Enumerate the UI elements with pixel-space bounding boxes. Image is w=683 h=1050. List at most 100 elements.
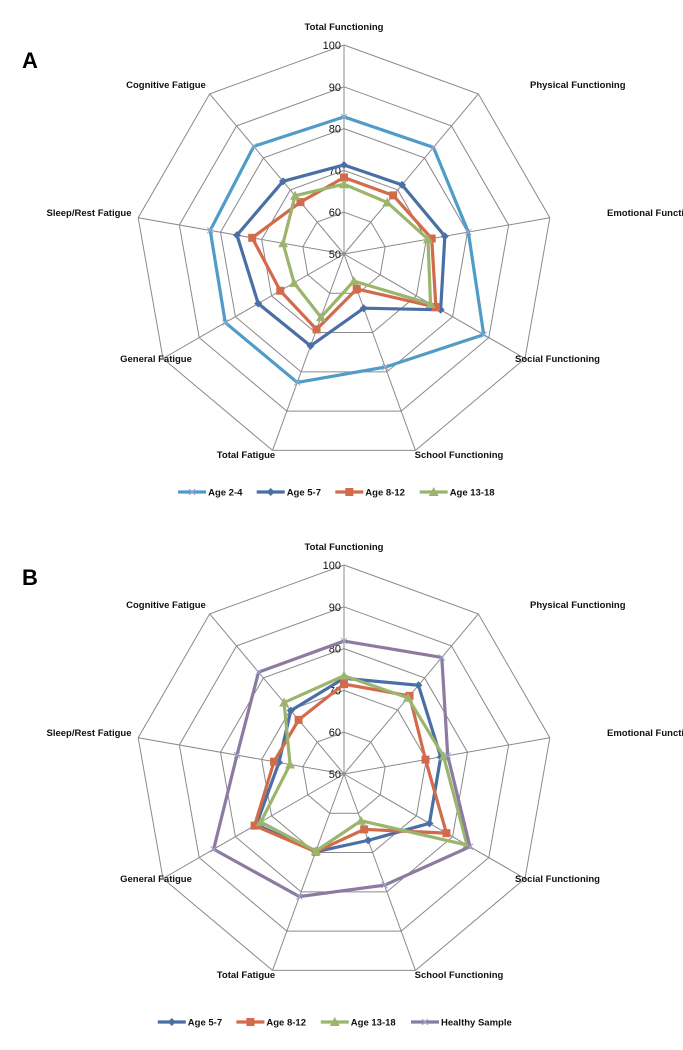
series-line	[208, 115, 486, 385]
legend-label: Age 5-7	[287, 488, 321, 499]
data-point	[444, 752, 452, 760]
data-point	[310, 845, 321, 855]
axis-label: Physical Functioning	[530, 80, 626, 91]
grid-ring	[261, 689, 427, 854]
radar-chart-a: A Total Functioning Physical Functioning Em…	[22, 22, 683, 499]
data-point	[250, 143, 258, 150]
axis-label: Sleep/Rest Fatigue	[47, 208, 132, 219]
data-point	[425, 819, 434, 828]
axis-label: Social Functioning	[515, 354, 600, 365]
legend-item: Age 5-7	[256, 488, 321, 499]
axis-spoke	[343, 773, 526, 879]
data-point	[233, 751, 241, 759]
axis-spoke	[272, 253, 345, 451]
axis-label: Total Functioning	[305, 542, 384, 553]
legend-label: Age 8-12	[266, 1018, 306, 1029]
legend-label: Healthy Sample	[441, 1018, 512, 1029]
legend-label: Age 5-7	[188, 1018, 222, 1029]
data-point	[421, 755, 430, 764]
data-point	[364, 836, 373, 845]
axis-spoke	[138, 217, 345, 255]
tick-label: 100	[323, 40, 341, 52]
panel-label: A	[22, 48, 38, 73]
axis-label: Sleep/Rest Fatigue	[47, 728, 132, 739]
data-point	[289, 277, 300, 287]
tick-label: 50	[329, 769, 341, 781]
axis-label: General Fatigue	[120, 874, 192, 885]
data-point	[315, 312, 326, 322]
data-point	[359, 304, 368, 313]
data-point	[356, 815, 367, 825]
series-healthy-sample	[210, 637, 474, 900]
legend-marker	[167, 1018, 176, 1026]
data-point	[348, 276, 359, 286]
legend: Age 2-4 Age 5-7 Age 8-12 Age 13-18	[178, 487, 495, 499]
data-point	[480, 331, 488, 339]
series-age-2-4	[206, 113, 488, 386]
axis-label: Cognitive Fatigue	[126, 600, 206, 611]
data-point	[360, 825, 369, 834]
tick-label: 100	[323, 560, 341, 572]
axis-label: Physical Functioning	[530, 600, 626, 611]
data-point	[438, 751, 449, 761]
data-point	[285, 759, 296, 769]
axis-label: Cognitive Fatigue	[126, 80, 206, 91]
data-point	[398, 180, 407, 189]
legend-item: Age 2-4	[178, 488, 243, 499]
axis-spoke	[209, 613, 345, 775]
legend: Age 5-7 Age 8-12 Age 13-18 Healthy Sample	[157, 1017, 512, 1029]
data-point	[389, 191, 398, 200]
legend-item: Age 8-12	[335, 488, 405, 499]
legend-item: Age 8-12	[236, 1018, 306, 1029]
data-point	[206, 227, 214, 234]
grid-ring	[178, 86, 510, 412]
tick-label: 50	[329, 249, 341, 261]
legend-marker	[329, 1017, 340, 1026]
tick-label: 60	[329, 207, 341, 219]
axis-label: Total Fatigue	[217, 970, 275, 981]
legend-item: Age 13-18	[320, 1017, 396, 1029]
data-point	[221, 319, 229, 326]
data-point	[279, 177, 288, 186]
data-point	[382, 197, 393, 207]
series-line	[235, 163, 447, 348]
axis-label: General Fatigue	[120, 354, 192, 365]
data-point	[381, 881, 388, 889]
data-point	[440, 232, 449, 241]
data-point	[340, 113, 348, 121]
data-point	[466, 843, 474, 851]
series-age-8-12	[248, 173, 440, 334]
data-point	[255, 668, 262, 676]
series-line	[211, 639, 472, 899]
legend-marker	[188, 488, 196, 496]
series-age-13-18	[255, 670, 473, 855]
data-point	[250, 821, 259, 830]
data-point	[340, 637, 348, 645]
data-point	[293, 379, 301, 386]
data-point	[402, 692, 413, 702]
data-point	[279, 697, 290, 707]
legend-marker	[246, 1018, 255, 1026]
data-point	[422, 234, 433, 244]
data-point	[430, 144, 437, 151]
data-point	[438, 654, 446, 661]
data-point	[442, 829, 451, 838]
legend-label: Age 13-18	[450, 488, 495, 499]
data-point	[340, 680, 348, 689]
data-point	[294, 715, 303, 724]
radar-chart-b: B Total Functioning Physical Functioning Em…	[22, 542, 683, 1029]
data-point	[232, 231, 241, 240]
data-point	[296, 198, 305, 207]
legend-marker	[266, 488, 275, 496]
legend-marker	[345, 488, 354, 496]
grid-ring	[302, 731, 386, 814]
series-age-5-7	[232, 160, 449, 350]
axis-spoke	[343, 773, 416, 971]
grid-ring	[178, 606, 510, 932]
data-point	[340, 173, 348, 182]
tick-label: 90	[329, 82, 341, 94]
legend-marker	[421, 1018, 429, 1026]
axis-spoke	[343, 93, 479, 255]
data-point	[464, 228, 472, 236]
